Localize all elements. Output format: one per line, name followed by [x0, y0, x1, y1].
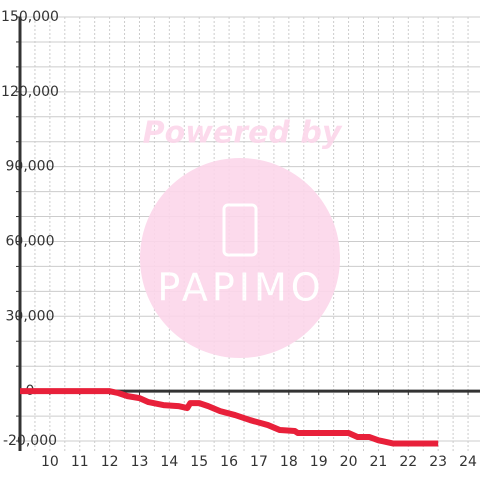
x-tick-label: 16: [220, 454, 238, 470]
x-tick-label: 13: [131, 454, 149, 470]
x-tick-label: 19: [310, 454, 328, 470]
x-tick-label: 20: [340, 454, 358, 470]
x-tick-label: 10: [41, 454, 59, 470]
x-tick-label: 18: [280, 454, 298, 470]
watermark-phone: [222, 203, 258, 257]
x-tick-label: 21: [370, 454, 388, 470]
watermark-logo: PAPIMO: [157, 266, 324, 310]
x-tick-label: 24: [459, 454, 477, 470]
watermark: Powered by PAPIMO: [140, 116, 343, 358]
x-tick-label: 15: [190, 454, 208, 470]
y-tick-label: 60,000: [6, 233, 55, 249]
x-tick-label: 11: [71, 454, 89, 470]
x-tick-label: 23: [429, 454, 447, 470]
y-tick-label: 90,000: [6, 159, 55, 175]
plot: [20, 388, 439, 447]
x-tick-label: 12: [101, 454, 119, 470]
x-tick-label: 22: [399, 454, 417, 470]
watermark-text: Powered by: [143, 116, 343, 151]
y-tick-label: 120,000: [1, 84, 59, 100]
watermark-circle: [140, 158, 340, 358]
x-tick-label: 14: [160, 454, 178, 470]
data-line: [20, 388, 439, 447]
y-tick-label: -20,000: [3, 433, 57, 449]
y-tick-label: 150,000: [1, 9, 59, 25]
x-tick-label: 17: [250, 454, 268, 470]
y-tick-label: 30,000: [6, 308, 55, 324]
